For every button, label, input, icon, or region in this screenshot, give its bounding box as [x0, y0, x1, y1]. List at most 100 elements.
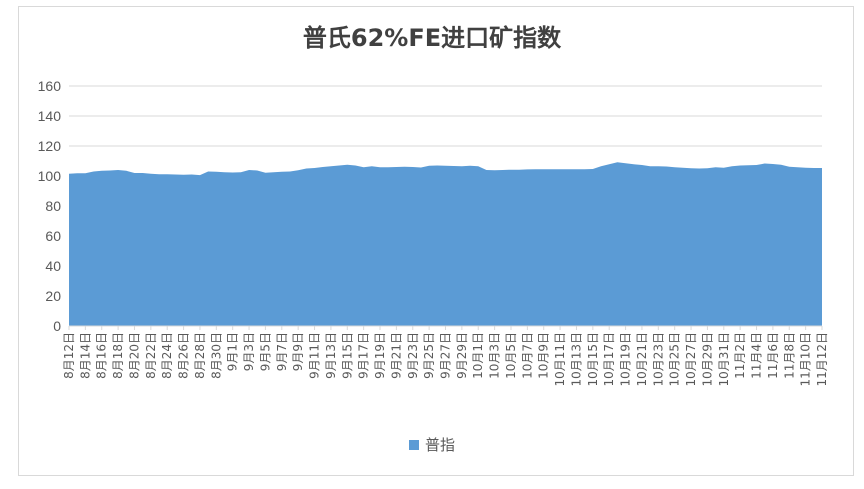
data-point [453, 165, 455, 167]
x-tick-label: 8月12日 [62, 332, 76, 379]
data-point [469, 165, 471, 167]
data-point [600, 165, 602, 167]
legend-label: 普指 [424, 436, 455, 454]
x-tick-label: 10月7日 [520, 332, 534, 379]
data-point [93, 171, 95, 173]
data-point [756, 164, 758, 166]
data-point [354, 165, 356, 167]
data-point [723, 167, 725, 169]
data-point [485, 169, 487, 171]
y-tick-label: 120 [38, 138, 62, 154]
x-tick-label: 9月1日 [226, 332, 240, 371]
data-point [551, 168, 553, 170]
x-tick-label: 11月6日 [766, 332, 780, 379]
x-tick-label: 10月21日 [635, 332, 649, 387]
data-point [535, 168, 537, 170]
x-tick-label: 9月29日 [455, 332, 469, 379]
x-tick-label: 8月24日 [160, 332, 174, 379]
legend: 普指 [0, 434, 864, 455]
data-point [436, 165, 438, 167]
data-point [641, 164, 643, 166]
x-tick-label: 10月19日 [619, 332, 633, 387]
data-point [297, 169, 299, 171]
data-point [174, 174, 176, 176]
data-point [84, 172, 86, 174]
data-point [314, 167, 316, 169]
x-tick-label: 8月26日 [177, 332, 191, 379]
x-tick-label: 8月22日 [144, 332, 158, 379]
data-point [199, 174, 201, 176]
data-point [232, 172, 234, 174]
data-point [510, 169, 512, 171]
x-tick-label: 10月29日 [700, 332, 714, 387]
data-point [796, 166, 798, 168]
x-tick-label: 9月21日 [389, 332, 403, 379]
x-tick-label: 9月23日 [406, 332, 420, 379]
data-point [281, 171, 283, 173]
chart-title: 普氏62%FE进口矿指数 [302, 24, 562, 52]
data-point [633, 163, 635, 165]
data-point [739, 165, 741, 167]
data-point [502, 169, 504, 171]
data-point [387, 166, 389, 168]
data-point [395, 166, 397, 168]
data-point [224, 171, 226, 173]
x-tick-label: 9月7日 [275, 332, 289, 371]
data-point [657, 165, 659, 167]
data-point [461, 165, 463, 167]
x-tick-label: 8月16日 [95, 332, 109, 379]
data-point [805, 167, 807, 169]
data-point [428, 165, 430, 167]
data-point [125, 170, 127, 172]
x-tick-label: 9月15日 [340, 332, 354, 379]
x-tick-label: 8月30日 [209, 332, 223, 379]
x-tick-label: 8月14日 [78, 332, 92, 379]
data-point [584, 168, 586, 170]
data-point [166, 173, 168, 175]
x-tick-label: 11月8日 [782, 332, 796, 379]
data-point [133, 172, 135, 174]
data-point [625, 162, 627, 164]
y-tick-label: 80 [45, 198, 61, 214]
data-point [207, 171, 209, 173]
data-point [404, 166, 406, 168]
data-point [526, 168, 528, 170]
data-point [109, 169, 111, 171]
data-point [215, 171, 217, 173]
data-point [567, 168, 569, 170]
data-point [477, 165, 479, 167]
data-point [150, 173, 152, 175]
data-point [616, 161, 618, 163]
data-point [764, 163, 766, 165]
y-tick-label: 20 [45, 288, 61, 304]
x-tick-label: 9月5日 [258, 332, 272, 371]
x-tick-label: 8月18日 [111, 332, 125, 379]
data-point [747, 164, 749, 166]
x-tick-label: 9月17日 [357, 332, 371, 379]
data-point [248, 169, 250, 171]
data-point [674, 166, 676, 168]
data-point [117, 169, 119, 171]
data-point [240, 171, 242, 173]
x-tick-label: 9月27日 [439, 332, 453, 379]
data-point [813, 167, 815, 169]
data-point [191, 174, 193, 176]
data-point [273, 171, 275, 173]
legend-swatch [408, 439, 419, 450]
x-tick-label: 10月31日 [717, 332, 731, 387]
data-point [289, 171, 291, 173]
data-point [698, 168, 700, 170]
x-tick-label: 10月9日 [537, 332, 551, 379]
x-tick-label: 9月19日 [373, 332, 387, 379]
x-tick-label: 10月23日 [651, 332, 665, 387]
x-tick-label: 8月28日 [193, 332, 207, 379]
x-tick-label: 10月11日 [553, 332, 567, 387]
data-point [518, 169, 520, 171]
data-point [338, 165, 340, 167]
data-point [494, 169, 496, 171]
x-tick-label: 9月13日 [324, 332, 338, 379]
data-point [142, 172, 144, 174]
x-tick-label: 9月25日 [422, 332, 436, 379]
x-tick-label: 9月9日 [291, 332, 305, 371]
